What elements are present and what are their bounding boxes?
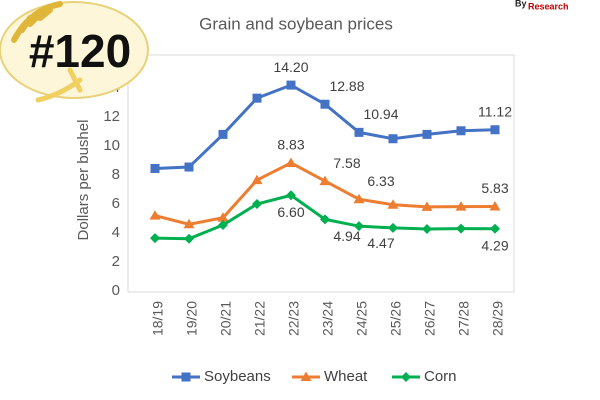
marker — [218, 220, 228, 231]
x-tick-label: 22/23 — [286, 301, 302, 336]
data-label: 8.83 — [277, 137, 304, 153]
legend-item: Soybeans — [172, 368, 271, 385]
marker — [455, 201, 467, 211]
legend-marker — [181, 372, 191, 382]
marker — [286, 80, 296, 90]
marker — [286, 190, 296, 201]
badge: #120 — [0, 1, 149, 103]
marker — [251, 174, 263, 185]
marker — [150, 233, 160, 244]
legend-item: Wheat — [292, 368, 368, 385]
data-label: 14.20 — [273, 59, 308, 75]
marker — [353, 193, 365, 204]
badge-circle — [0, 1, 149, 99]
legend-item: Corn — [392, 368, 457, 385]
legend-label: Soybeans — [204, 368, 271, 385]
legend-label: Wheat — [324, 368, 368, 385]
marker — [456, 223, 466, 234]
y-axis-label: Dollars per bushel — [75, 120, 92, 241]
x-tick-label: 28/29 — [490, 301, 506, 336]
data-label: 4.94 — [333, 228, 360, 244]
y-tick-label: 12 — [103, 108, 120, 125]
marker — [354, 221, 364, 232]
marker — [184, 233, 194, 244]
y-tick-label: 4 — [112, 224, 120, 241]
marker — [149, 210, 161, 220]
marker — [490, 125, 500, 135]
y-tick-label: 10 — [103, 137, 120, 154]
credit-name: Research — [528, 1, 569, 11]
legend-marker — [300, 371, 312, 381]
x-tick-label: 23/24 — [320, 301, 336, 336]
x-tick-label: 19/20 — [184, 301, 200, 336]
data-label: 6.33 — [367, 173, 394, 189]
x-tick-label: 18/19 — [150, 301, 166, 336]
x-tick-label: 20/21 — [218, 301, 234, 336]
marker — [456, 126, 466, 136]
data-label: 12.88 — [329, 78, 364, 94]
marker — [252, 93, 262, 103]
marker — [150, 163, 160, 173]
data-label: 7.58 — [333, 155, 360, 171]
legend-label: Corn — [424, 368, 457, 385]
x-tick-label: 25/26 — [388, 301, 404, 336]
marker — [388, 222, 398, 233]
data-label: 11.12 — [478, 103, 512, 119]
data-label: 4.29 — [481, 237, 508, 253]
x-tick-label: 24/25 — [354, 301, 370, 336]
plot: 0246810121418/1919/2020/2121/2222/2323/2… — [103, 59, 512, 385]
data-label: 6.60 — [277, 204, 304, 220]
marker — [354, 127, 364, 137]
y-tick-label: 8 — [112, 166, 120, 183]
chart-title: Grain and soybean prices — [199, 14, 393, 33]
data-label: 5.83 — [481, 180, 508, 196]
marker — [387, 199, 399, 209]
marker — [218, 129, 228, 139]
wheat-stem — [35, 67, 83, 103]
x-tick-label: 21/22 — [252, 301, 268, 336]
marker — [252, 199, 262, 209]
y-tick-label: 6 — [112, 195, 120, 212]
x-tick-label: 26/27 — [422, 301, 438, 336]
marker — [184, 162, 194, 172]
marker — [285, 157, 297, 167]
marker — [489, 200, 501, 211]
marker — [183, 218, 195, 229]
badge-text: #120 — [29, 25, 131, 77]
credit-by: By — [515, 0, 527, 8]
plot-frame — [127, 54, 515, 293]
legend-marker — [401, 372, 411, 382]
marker — [320, 214, 330, 225]
marker — [217, 212, 229, 222]
wheat-icon — [11, 1, 63, 43]
data-label: 4.47 — [367, 235, 394, 251]
marker — [421, 201, 433, 211]
x-tick-label: 27/28 — [456, 301, 472, 336]
marker — [319, 175, 331, 186]
marker — [422, 223, 432, 234]
marker — [490, 223, 500, 234]
marker — [320, 99, 330, 109]
data-label: 10.94 — [363, 106, 398, 122]
y-tick-label: 0 — [112, 282, 120, 299]
y-tick-label: 2 — [112, 253, 120, 270]
marker — [388, 134, 398, 144]
marker — [422, 129, 432, 139]
